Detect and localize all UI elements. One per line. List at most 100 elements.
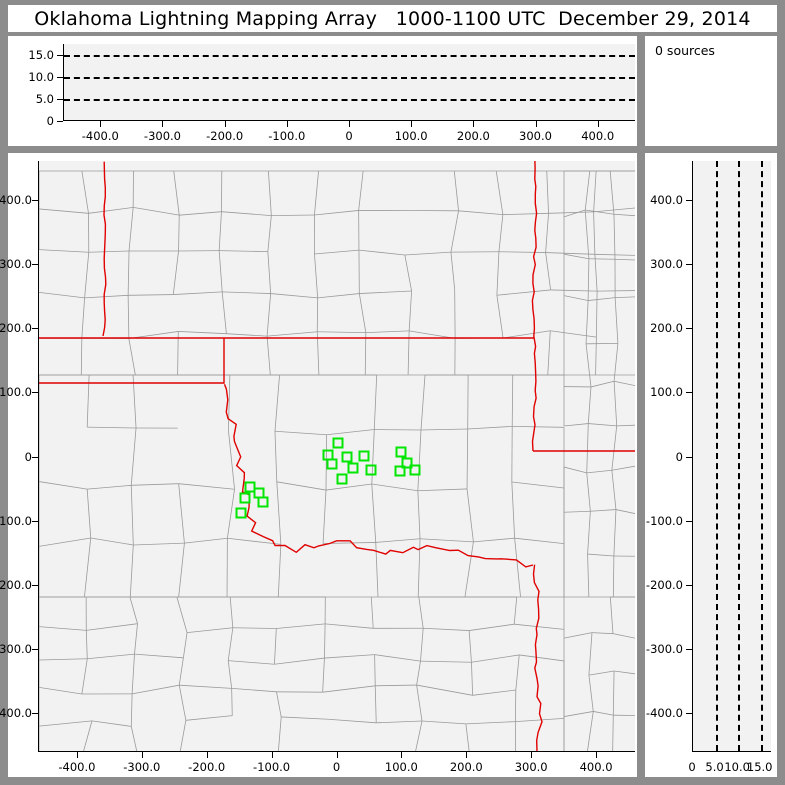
state-border-oklahoma-east bbox=[531, 161, 538, 452]
county-border bbox=[417, 429, 422, 491]
gridline-horizontal bbox=[64, 99, 635, 101]
county-border bbox=[316, 331, 320, 376]
county-border bbox=[588, 423, 617, 427]
county-border bbox=[473, 537, 515, 543]
county-border bbox=[466, 488, 474, 542]
county-border bbox=[88, 207, 134, 214]
county-border bbox=[417, 488, 468, 492]
title-bar: Oklahoma Lightning Mapping Array 1000-11… bbox=[8, 5, 777, 32]
map-panel: 400.0 300.0 200.0 100.0 0 -100.0 -200.0 -300.0 -… bbox=[0, 153, 637, 777]
county-border bbox=[586, 423, 589, 473]
county-border bbox=[90, 537, 134, 546]
x-tick-label: -100.0 bbox=[268, 129, 306, 143]
county-border bbox=[376, 720, 423, 724]
county-border bbox=[593, 207, 635, 213]
county-border bbox=[325, 434, 327, 491]
height-side-plot-area[interactable] bbox=[692, 161, 771, 752]
county-border bbox=[317, 331, 366, 334]
state-border-oklahoma-panhandle bbox=[39, 338, 225, 384]
county-border bbox=[39, 292, 85, 299]
lma-station-marker bbox=[336, 473, 348, 485]
county-border bbox=[182, 632, 188, 658]
county-border bbox=[276, 691, 282, 717]
county-border bbox=[84, 537, 92, 598]
county-border bbox=[612, 715, 614, 751]
county-border bbox=[314, 210, 359, 216]
county-border bbox=[420, 628, 424, 662]
county-border bbox=[131, 654, 135, 694]
county-border bbox=[611, 425, 618, 471]
county-border bbox=[563, 423, 589, 427]
y-tick-label: 5.0 bbox=[35, 92, 54, 106]
x-tickmark bbox=[349, 121, 350, 127]
y-tickmark bbox=[686, 649, 692, 651]
county-border bbox=[587, 386, 592, 424]
county-border bbox=[417, 538, 421, 598]
county-border bbox=[222, 291, 271, 294]
county-border bbox=[91, 720, 132, 727]
county-border bbox=[314, 253, 319, 298]
x-tick-label: 15.0 bbox=[746, 760, 773, 774]
x-tick-label: 0 bbox=[332, 760, 341, 774]
y-tickmark bbox=[57, 55, 63, 56]
county-border bbox=[502, 212, 549, 216]
county-border bbox=[511, 481, 565, 489]
county-border bbox=[232, 627, 277, 629]
x-tick-label: 100.0 bbox=[394, 129, 428, 143]
county-border bbox=[134, 653, 184, 659]
county-border bbox=[227, 537, 281, 545]
y-tick-label: -200.0 bbox=[0, 577, 32, 592]
lma-station-marker bbox=[365, 464, 377, 476]
height-side-panel: 0 5.0 10.0 15.0 400.0 300.0 200.0 100.0 0 -100.0 -… bbox=[645, 153, 777, 777]
county-border bbox=[322, 685, 376, 693]
county-border bbox=[130, 427, 137, 486]
lma-station-marker bbox=[358, 450, 370, 462]
county-border bbox=[612, 671, 615, 716]
time-height-plot-area[interactable] bbox=[63, 44, 635, 121]
county-border bbox=[127, 295, 130, 339]
county-border bbox=[615, 296, 635, 299]
county-border bbox=[276, 481, 282, 545]
lma-station-marker bbox=[253, 487, 265, 499]
x-tickmark bbox=[271, 752, 273, 758]
county-border bbox=[358, 293, 367, 333]
county-border bbox=[585, 300, 589, 344]
county-border bbox=[375, 684, 417, 687]
county-border bbox=[226, 333, 268, 337]
county-border bbox=[173, 291, 223, 295]
county-border bbox=[495, 170, 504, 215]
county-border bbox=[471, 662, 474, 696]
x-tick-label: 100.0 bbox=[384, 760, 418, 774]
county-border bbox=[466, 428, 469, 489]
county-border bbox=[374, 654, 376, 686]
county-border bbox=[588, 670, 615, 676]
county-border bbox=[88, 250, 130, 253]
county-border bbox=[465, 721, 516, 725]
y-tick-label: -300.0 bbox=[0, 642, 32, 657]
county-border bbox=[276, 481, 327, 491]
county-border bbox=[545, 252, 552, 290]
county-border bbox=[496, 289, 551, 296]
county-border bbox=[515, 654, 520, 691]
county-border bbox=[84, 294, 129, 299]
county-border bbox=[39, 626, 87, 631]
county-border bbox=[613, 214, 616, 260]
county-border bbox=[130, 726, 138, 751]
x-tickmark bbox=[531, 752, 533, 758]
county-border bbox=[364, 332, 367, 376]
x-tickmark bbox=[286, 121, 288, 127]
county-border bbox=[587, 554, 590, 598]
x-tickmark bbox=[76, 752, 78, 758]
x-tickmark bbox=[336, 752, 338, 758]
county-border bbox=[472, 689, 516, 696]
map-plot-area[interactable] bbox=[38, 161, 635, 752]
time-height-panel: 0 5.0 10.0 15.0 -400.0 -300.0 -200.0 -100.0 0 100… bbox=[8, 36, 637, 146]
county-border bbox=[371, 483, 377, 543]
county-border bbox=[471, 654, 520, 663]
county-border bbox=[278, 716, 282, 751]
county-border bbox=[591, 632, 614, 635]
county-border bbox=[81, 658, 88, 695]
county-border bbox=[519, 654, 565, 662]
county-border bbox=[324, 623, 326, 659]
county-border bbox=[420, 660, 472, 663]
